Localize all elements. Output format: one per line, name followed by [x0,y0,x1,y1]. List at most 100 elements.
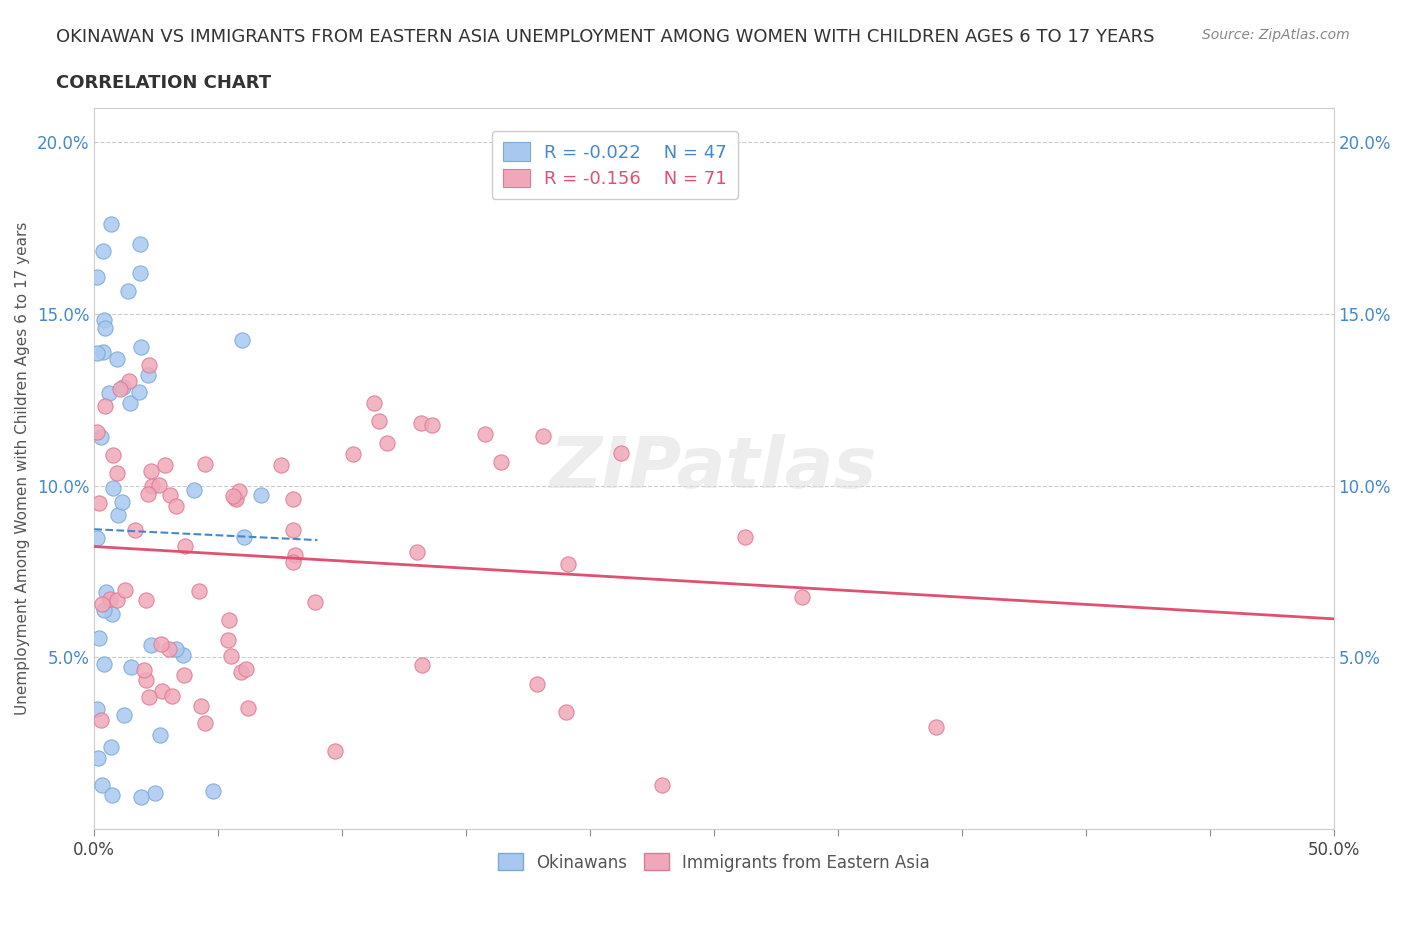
Text: Source: ZipAtlas.com: Source: ZipAtlas.com [1202,28,1350,42]
Point [160,689,183,704]
Point [93,312,115,327]
Point [98,591,121,606]
Point [283,491,305,506]
Point [128,384,150,399]
Point [86,530,108,545]
Point [610,445,633,460]
Point [304,594,326,609]
Point [111,495,134,510]
Point [143,785,166,800]
Point [100,739,122,754]
Point [128,236,150,251]
Point [108,382,131,397]
Point [86,701,108,716]
Point [89,496,111,511]
Point [217,633,239,648]
Point [94,399,117,414]
Point [526,676,548,691]
Point [114,583,136,598]
Point [188,584,211,599]
Point [149,636,172,651]
Point [90,777,112,792]
Point [281,523,304,538]
Point [409,416,432,431]
Text: CORRELATION CHART: CORRELATION CHART [56,74,271,92]
Point [925,720,948,735]
Point [235,661,257,676]
Point [120,395,142,410]
Point [118,373,141,388]
Point [172,647,194,662]
Point [141,479,163,494]
Point [557,556,579,571]
Text: OKINAWAN VS IMMIGRANTS FROM EASTERN ASIA UNEMPLOYMENT AMONG WOMEN WITH CHILDREN : OKINAWAN VS IMMIGRANTS FROM EASTERN ASIA… [56,28,1154,46]
Point [489,455,512,470]
Point [202,784,225,799]
Point [236,700,259,715]
Point [138,689,160,704]
Point [101,606,124,621]
Point [129,340,152,355]
Point [225,492,247,507]
Point [250,487,273,502]
Point [135,672,157,687]
Point [231,333,253,348]
Point [219,649,242,664]
Legend: Okinawans, Immigrants from Eastern Asia: Okinawans, Immigrants from Eastern Asia [491,846,936,878]
Point [141,638,163,653]
Point [159,842,181,857]
Point [323,743,346,758]
Point [86,751,108,765]
Point [224,490,246,505]
Point [173,668,195,683]
Point [155,458,177,472]
Point [107,593,129,608]
Point [93,657,115,671]
Point [190,698,212,713]
Point [114,708,136,723]
Point [89,631,111,645]
Point [100,217,122,232]
Point [406,545,429,560]
Point [149,727,172,742]
Point [94,321,117,336]
Point [148,477,170,492]
Point [790,590,813,604]
Point [94,585,117,600]
Point [132,663,155,678]
Point [159,488,181,503]
Point [105,352,128,366]
Point [157,641,180,656]
Point [531,428,554,443]
Point [129,790,152,804]
Point [363,395,385,410]
Point [194,457,217,472]
Point [555,705,578,720]
Point [98,385,121,400]
Point [222,488,245,503]
Point [117,284,139,299]
Point [101,480,124,495]
Point [165,498,187,513]
Point [90,596,112,611]
Point [112,379,135,394]
Point [91,244,114,259]
Point [257,846,280,861]
Point [228,484,250,498]
Point [101,788,124,803]
Point [150,684,173,698]
Point [101,447,124,462]
Point [270,458,292,472]
Point [411,658,433,672]
Point [138,357,160,372]
Point [342,447,364,462]
Point [90,430,112,445]
Point [218,612,240,627]
Point [124,523,146,538]
Y-axis label: Unemployment Among Women with Children Ages 6 to 17 years: Unemployment Among Women with Children A… [15,221,30,715]
Point [105,465,128,480]
Point [93,603,115,618]
Point [86,346,108,361]
Point [136,486,159,501]
Point [229,664,252,679]
